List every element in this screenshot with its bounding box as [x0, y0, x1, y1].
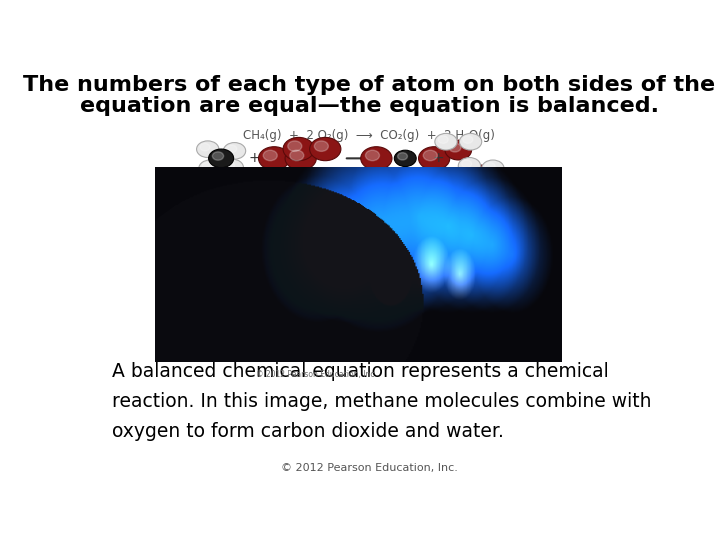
- Circle shape: [418, 147, 450, 170]
- Circle shape: [366, 150, 379, 161]
- Circle shape: [315, 141, 328, 151]
- Circle shape: [288, 141, 302, 151]
- Circle shape: [423, 150, 437, 161]
- Text: oxygen to form carbon dioxide and water.: oxygen to form carbon dioxide and water.: [112, 422, 504, 441]
- Circle shape: [485, 163, 495, 170]
- Circle shape: [223, 143, 246, 159]
- Circle shape: [310, 137, 341, 161]
- Text: +: +: [249, 151, 261, 165]
- Circle shape: [264, 150, 277, 161]
- Circle shape: [395, 150, 416, 166]
- Circle shape: [225, 161, 235, 169]
- Circle shape: [258, 147, 289, 170]
- Circle shape: [458, 158, 481, 174]
- Circle shape: [212, 152, 224, 160]
- Circle shape: [200, 144, 210, 151]
- Circle shape: [435, 133, 457, 150]
- Circle shape: [397, 153, 408, 160]
- Circle shape: [197, 141, 219, 158]
- Text: A balanced chemical equation represents a chemical: A balanced chemical equation represents …: [112, 362, 609, 381]
- Text: reaction. In this image, methane molecules combine with: reaction. In this image, methane molecul…: [112, 392, 652, 411]
- Circle shape: [472, 168, 483, 177]
- Text: +: +: [433, 151, 444, 165]
- Circle shape: [285, 147, 316, 170]
- Text: The numbers of each type of atom on both sides of the: The numbers of each type of atom on both…: [23, 75, 715, 95]
- Text: © 2012 Pearson Education, Inc.: © 2012 Pearson Education, Inc.: [281, 463, 457, 473]
- Circle shape: [438, 136, 449, 144]
- Text: equation are equal—the equation is balanced.: equation are equal—the equation is balan…: [79, 96, 659, 116]
- Circle shape: [221, 159, 243, 176]
- Circle shape: [361, 147, 392, 170]
- Circle shape: [199, 160, 221, 177]
- Text: © 2012 Pearson Education, Inc.: © 2012 Pearson Education, Inc.: [256, 369, 377, 379]
- Circle shape: [289, 150, 304, 161]
- Circle shape: [463, 136, 473, 144]
- Circle shape: [227, 145, 237, 152]
- Circle shape: [462, 160, 472, 167]
- Circle shape: [445, 140, 472, 160]
- Circle shape: [449, 143, 461, 152]
- Circle shape: [482, 160, 504, 177]
- Circle shape: [459, 133, 482, 150]
- Circle shape: [202, 163, 212, 170]
- Circle shape: [467, 165, 494, 185]
- Circle shape: [283, 137, 315, 161]
- Circle shape: [209, 149, 233, 167]
- Text: CH₄(g)  +  2 O₂(g)  ⟶  CO₂(g)  +  2 H₂O(g): CH₄(g) + 2 O₂(g) ⟶ CO₂(g) + 2 H₂O(g): [243, 129, 495, 142]
